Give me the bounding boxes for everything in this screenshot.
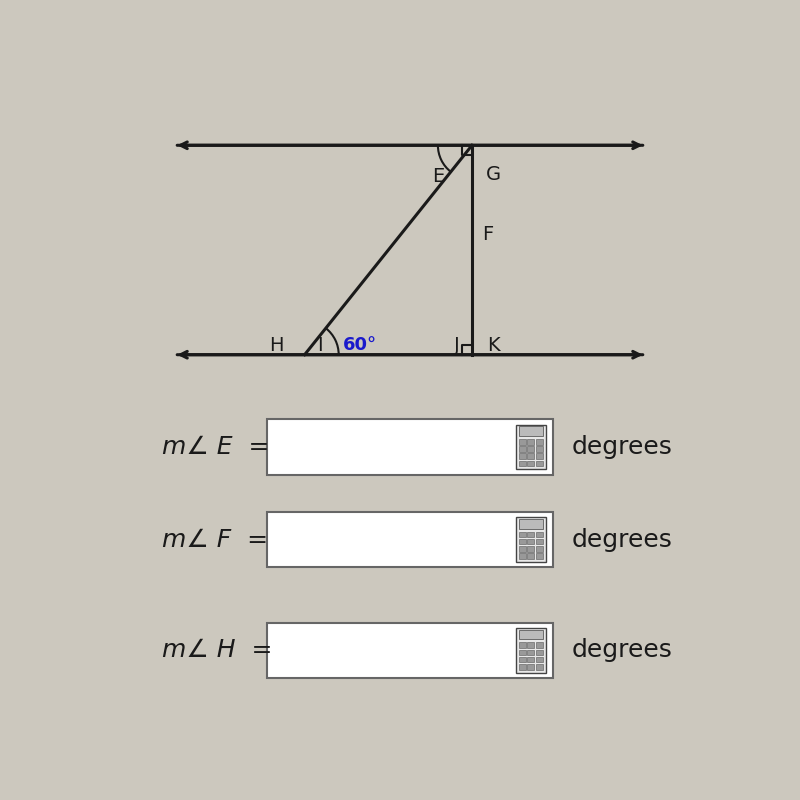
Bar — [267, 622, 553, 678]
Bar — [536, 642, 543, 648]
Bar — [519, 461, 526, 466]
Bar — [527, 538, 534, 544]
Bar — [519, 439, 526, 445]
Text: m∠ H  =: m∠ H = — [162, 638, 273, 662]
Bar — [519, 657, 526, 662]
Bar — [516, 425, 546, 470]
Bar — [527, 461, 534, 466]
Bar — [527, 454, 534, 459]
Bar — [536, 553, 543, 558]
Bar — [527, 439, 534, 445]
Text: G: G — [486, 165, 502, 184]
Text: degrees: degrees — [571, 527, 672, 551]
Bar — [536, 546, 543, 551]
Bar — [527, 446, 534, 452]
Text: I: I — [318, 336, 323, 355]
Bar — [519, 630, 543, 639]
Bar — [536, 446, 543, 452]
Bar — [536, 538, 543, 544]
Bar — [536, 657, 543, 662]
Bar — [527, 650, 534, 655]
Bar — [527, 531, 534, 538]
Bar — [519, 664, 526, 670]
Bar — [519, 650, 526, 655]
Bar — [267, 419, 553, 475]
Text: E: E — [432, 166, 444, 186]
Bar — [536, 439, 543, 445]
Text: J: J — [454, 336, 459, 355]
Bar — [536, 650, 543, 655]
Bar — [519, 446, 526, 452]
Bar — [516, 628, 546, 673]
Bar — [519, 538, 526, 544]
Bar — [519, 426, 543, 436]
Bar — [536, 664, 543, 670]
Bar — [267, 512, 553, 567]
Text: m∠ F  =: m∠ F = — [162, 527, 268, 551]
Text: degrees: degrees — [571, 638, 672, 662]
Bar — [527, 657, 534, 662]
Text: K: K — [487, 336, 500, 355]
Bar — [519, 531, 526, 538]
Text: degrees: degrees — [571, 435, 672, 459]
Text: 60°: 60° — [343, 337, 378, 354]
Bar — [536, 531, 543, 538]
Text: F: F — [482, 225, 493, 244]
Bar — [519, 553, 526, 558]
Bar — [527, 642, 534, 648]
Bar — [536, 454, 543, 459]
Bar — [519, 519, 543, 529]
Bar — [516, 518, 546, 562]
Bar — [519, 546, 526, 551]
Bar — [527, 664, 534, 670]
Bar — [527, 546, 534, 551]
Bar — [536, 461, 543, 466]
Text: H: H — [270, 336, 284, 355]
Text: m∠ E  =: m∠ E = — [162, 435, 270, 459]
Bar — [519, 454, 526, 459]
Bar — [527, 553, 534, 558]
Bar — [519, 642, 526, 648]
